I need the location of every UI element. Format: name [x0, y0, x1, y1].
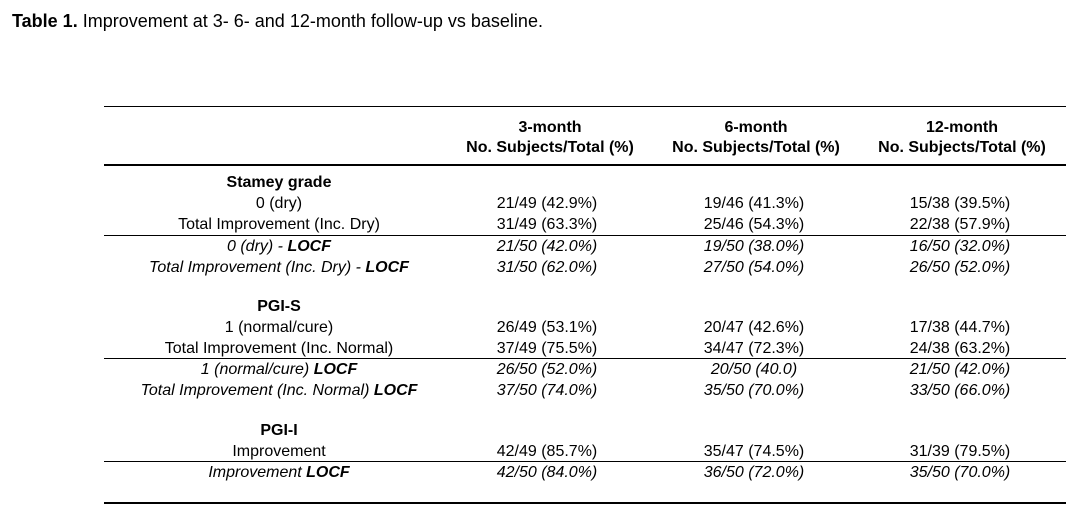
- cell-12-month: 31/39 (79.5%): [909, 443, 1011, 460]
- cell-12-month: 33/50 (66.0%): [909, 382, 1011, 399]
- cell-6-month: 20/50 (40.0): [710, 361, 798, 378]
- table-caption-label: Table 1.: [12, 11, 78, 31]
- row-label-text: 1 (normal/cure): [200, 361, 314, 378]
- cell-3-month: 42/50 (84.0%): [496, 464, 598, 481]
- row-label-text: Total Improvement (Inc. Dry) -: [149, 259, 366, 276]
- row-label: Improvement: [232, 443, 326, 460]
- row-label: 1 (normal/cure): [224, 319, 334, 336]
- locf-tag: LOCF: [373, 382, 418, 399]
- cell-6-month: 25/46 (54.3%): [703, 216, 805, 233]
- row-label: Total Improvement (Inc. Dry) - LOCF: [104, 257, 454, 278]
- cell-12-month: 21/50 (42.0%): [909, 361, 1011, 378]
- table-header-rule: [104, 164, 1066, 166]
- locf-divider-rule: [104, 358, 1066, 359]
- row-label-text: Improvement: [208, 464, 307, 481]
- table-top-rule: [104, 106, 1066, 107]
- row-label: 1 (normal/cure) LOCF: [104, 359, 454, 380]
- cell-6-month: 35/50 (70.0%): [703, 382, 805, 399]
- column-header-sub: No. Subjects/Total (%): [466, 139, 634, 156]
- row-label: Improvement LOCF: [104, 462, 454, 483]
- table-caption-text: Improvement at 3- 6- and 12-month follow…: [82, 11, 543, 31]
- cell-12-month: 16/50 (32.0%): [909, 238, 1011, 255]
- cell-3-month: 31/50 (62.0%): [496, 259, 598, 276]
- row-label: Total Improvement (Inc. Normal): [164, 340, 394, 357]
- column-header-period: 12-month: [926, 119, 998, 136]
- row-label: Total Improvement (Inc. Dry): [178, 216, 380, 233]
- locf-divider-rule: [104, 235, 1066, 236]
- table-caption: Table 1. Improvement at 3- 6- and 12-mon…: [12, 10, 543, 32]
- cell-12-month: 15/38 (39.5%): [909, 195, 1011, 212]
- locf-tag: LOCF: [365, 259, 409, 276]
- row-label-text: Total Improvement (Inc. Normal): [140, 382, 374, 399]
- column-header-3-month: 3-month No. Subjects/Total (%): [445, 118, 655, 158]
- column-header-12-month: 12-month No. Subjects/Total (%): [857, 118, 1067, 158]
- column-header-sub: No. Subjects/Total (%): [878, 139, 1046, 156]
- row-label-text: 0 (dry) -: [227, 238, 288, 255]
- cell-12-month: 26/50 (52.0%): [909, 259, 1011, 276]
- cell-12-month: 17/38 (44.7%): [909, 319, 1011, 336]
- cell-12-month: 22/38 (57.9%): [909, 216, 1011, 233]
- cell-3-month: 26/49 (53.1%): [496, 319, 598, 336]
- row-label: 0 (dry): [255, 195, 303, 212]
- row-label: 0 (dry) - LOCF: [104, 236, 454, 257]
- cell-6-month: 27/50 (54.0%): [703, 259, 805, 276]
- cell-6-month: 36/50 (72.0%): [703, 464, 805, 481]
- section-title: PGI-S: [257, 298, 301, 315]
- cell-6-month: 20/47 (42.6%): [703, 319, 805, 336]
- column-header-period: 6-month: [724, 119, 788, 136]
- cell-3-month: 21/49 (42.9%): [496, 195, 598, 212]
- locf-tag: LOCF: [287, 238, 331, 255]
- section-title: PGI-I: [260, 422, 298, 439]
- cell-6-month: 19/50 (38.0%): [703, 238, 805, 255]
- cell-6-month: 34/47 (72.3%): [703, 340, 805, 357]
- cell-3-month: 37/49 (75.5%): [496, 340, 598, 357]
- cell-12-month: 24/38 (63.2%): [909, 340, 1011, 357]
- column-header-period: 3-month: [518, 119, 582, 136]
- locf-tag: LOCF: [306, 464, 350, 481]
- locf-tag: LOCF: [313, 361, 358, 378]
- cell-6-month: 35/47 (74.5%): [703, 443, 805, 460]
- cell-12-month: 35/50 (70.0%): [909, 464, 1011, 481]
- cell-3-month: 37/50 (74.0%): [496, 382, 598, 399]
- cell-3-month: 31/49 (63.3%): [496, 216, 598, 233]
- column-header-6-month: 6-month No. Subjects/Total (%): [651, 118, 861, 158]
- section-title: Stamey grade: [226, 174, 332, 191]
- cell-6-month: 19/46 (41.3%): [703, 195, 805, 212]
- cell-3-month: 42/49 (85.7%): [496, 443, 598, 460]
- row-label: Total Improvement (Inc. Normal) LOCF: [104, 380, 454, 401]
- column-header-sub: No. Subjects/Total (%): [672, 139, 840, 156]
- table-bottom-rule: [104, 502, 1066, 504]
- cell-3-month: 26/50 (52.0%): [496, 361, 598, 378]
- locf-divider-rule: [104, 461, 1066, 462]
- cell-3-month: 21/50 (42.0%): [496, 238, 598, 255]
